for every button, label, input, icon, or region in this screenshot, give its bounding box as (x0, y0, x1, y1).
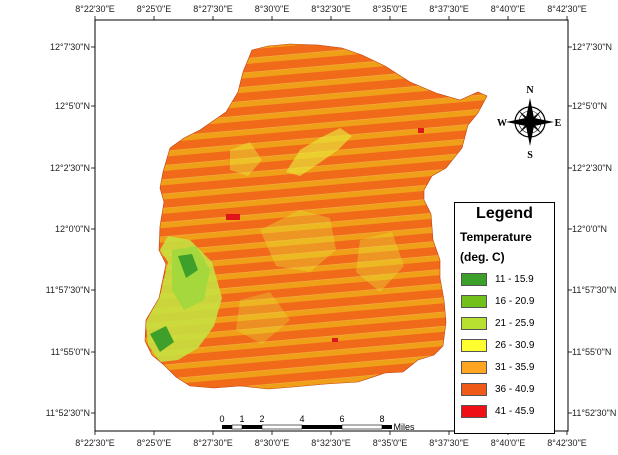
lat-tick-label-left: 12°0'0"N (55, 224, 90, 234)
legend-label: 11 - 15.9 (495, 274, 534, 285)
legend-swatch (461, 273, 487, 286)
lat-tick-label-right: 11°55'0"N (572, 347, 611, 357)
legend-panel: Legend Temperature (deg. C) 11 - 15.9 16 … (454, 202, 555, 434)
lon-tick-label-bottom: 8°40'0"E (491, 438, 526, 448)
legend-swatch (461, 339, 487, 352)
lat-tick-label-right: 11°52'30"N (572, 408, 616, 418)
legend-swatch (461, 361, 487, 374)
legend-subtitle-line2: (deg. C) (460, 250, 505, 264)
lon-tick-label-top: 8°27'30"E (193, 4, 233, 14)
lon-tick-label-bottom: 8°30'0"E (255, 438, 290, 448)
compass-n: N (526, 85, 534, 96)
lon-tick-label-top: 8°32'30"E (311, 4, 351, 14)
legend-label: 31 - 35.9 (495, 362, 535, 373)
lat-tick-label-right: 12°2'30"N (572, 163, 612, 173)
lat-tick-label-left: 11°52'30"N (46, 408, 90, 418)
yellow-patch-urban (286, 128, 352, 176)
green-patch-dark (178, 254, 198, 278)
legend-label: 41 - 45.9 (495, 406, 535, 417)
legend-item: 26 - 30.9 (461, 339, 553, 353)
lon-tick-label-bottom: 8°22'30"E (75, 438, 115, 448)
north-arrow-compass: N S E W (497, 85, 562, 161)
scale-bar: 0 1 2 4 6 8 Miles (219, 414, 415, 432)
lon-tick-label-bottom: 8°27'30"E (193, 438, 233, 448)
compass-s: S (527, 150, 533, 161)
lat-tick-label-right: 12°7'30"N (572, 42, 612, 52)
lat-tick-label-left: 12°7'30"N (50, 42, 90, 52)
legend-swatch (461, 295, 487, 308)
red-spot (418, 128, 424, 133)
scale-unit: Miles (393, 422, 415, 432)
legend-label: 36 - 40.9 (495, 384, 535, 395)
legend-item: 36 - 40.9 (461, 383, 553, 397)
compass-w: W (497, 118, 507, 129)
legend-item: 16 - 20.9 (461, 295, 553, 309)
lon-tick-label-bottom: 8°35'0"E (373, 438, 408, 448)
red-spot (226, 214, 240, 220)
lon-tick-label-bottom: 8°25'0"E (137, 438, 172, 448)
scale-tick-2: 2 (259, 414, 264, 424)
yellow-patch-north (230, 142, 262, 176)
yellow-patch-east (356, 232, 404, 292)
legend-item: 31 - 35.9 (461, 361, 553, 375)
legend-swatch (461, 383, 487, 396)
temperature-raster (145, 44, 487, 389)
lat-tick-label-right: 11°57'30"N (572, 285, 616, 295)
lon-tick-label-top: 8°37'30"E (429, 4, 469, 14)
scale-tick-4: 4 (299, 414, 304, 424)
green-patch-dark-south (150, 326, 174, 352)
lon-tick-label-top: 8°22'30"E (75, 4, 115, 14)
lon-tick-label-bottom: 8°37'30"E (429, 438, 469, 448)
legend-swatch (461, 405, 487, 418)
scale-tick-6: 6 (339, 414, 344, 424)
red-spot (332, 338, 338, 342)
lon-tick-label-top: 8°42'30"E (547, 4, 587, 14)
legend-subtitle-line1: Temperature (460, 230, 532, 244)
lat-tick-label-left: 11°55'0"N (51, 347, 90, 357)
lat-tick-label-left: 11°57'30"N (46, 285, 90, 295)
legend-item: 21 - 25.9 (461, 317, 553, 331)
legend-title: Legend (476, 205, 533, 222)
scale-tick-8: 8 (379, 414, 384, 424)
compass-e: E (555, 118, 562, 129)
lon-tick-label-bottom: 8°32'30"E (311, 438, 351, 448)
lon-tick-label-top: 8°30'0"E (255, 4, 290, 14)
lat-tick-label-left: 12°5'0"N (55, 101, 90, 111)
scale-tick-0: 0 (219, 414, 224, 424)
lat-tick-label-right: 12°5'0"N (572, 101, 607, 111)
legend-label: 16 - 20.9 (495, 296, 535, 307)
legend-item: 41 - 45.9 (461, 405, 553, 419)
longitude-ticks: 8°22'30"E 8°22'30"E 8°25'0"E 8°25'0"E 8°27'3… (75, 4, 587, 448)
lon-tick-label-top: 8°25'0"E (137, 4, 172, 14)
lon-tick-label-top: 8°35'0"E (373, 4, 408, 14)
lat-tick-label-right: 12°0'0"N (572, 224, 607, 234)
yellow-patch-center (260, 210, 336, 272)
latitude-ticks: 12°7'30"N 12°7'30"N 12°5'0"N 12°5'0"N 12°2'3… (46, 42, 617, 418)
lon-tick-label-top: 8°40'0"E (491, 4, 526, 14)
legend-swatch (461, 317, 487, 330)
lon-tick-label-bottom: 8°42'30"E (547, 438, 587, 448)
legend-label: 26 - 30.9 (495, 340, 535, 351)
legend-label: 21 - 25.9 (495, 318, 535, 329)
map-frame (94, 19, 569, 432)
lat-tick-label-left: 12°2'30"N (50, 163, 90, 173)
scale-tick-1: 1 (239, 414, 244, 424)
legend-item: 11 - 15.9 (461, 273, 553, 287)
yellow-patch-south (236, 292, 290, 344)
